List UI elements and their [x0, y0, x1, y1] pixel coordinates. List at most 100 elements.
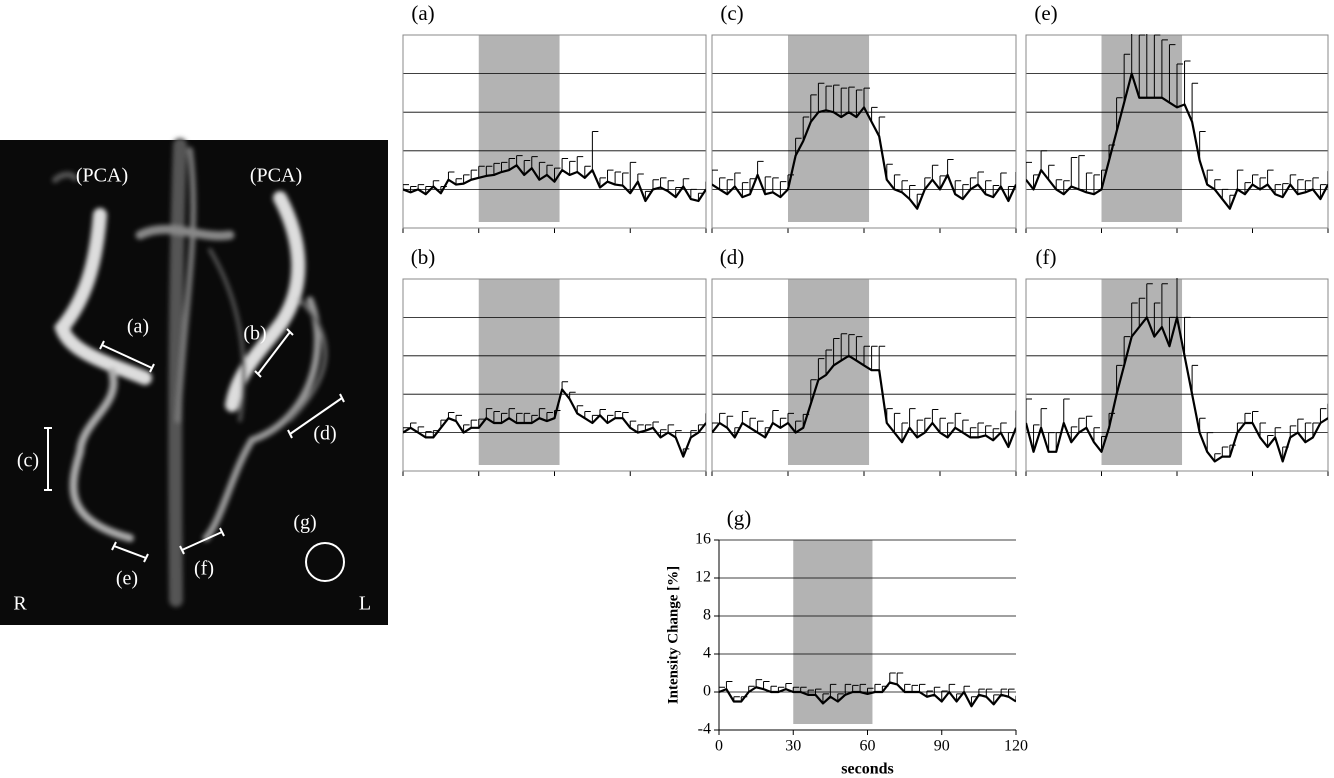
image-label: (c): [17, 450, 39, 472]
error-bar: [675, 186, 682, 198]
error-bar: [1259, 422, 1267, 438]
error-bar: [924, 417, 931, 433]
error-bar: [815, 688, 822, 695]
error-bar: [977, 422, 984, 438]
error-bar: [901, 422, 908, 443]
error-bar: [1214, 453, 1221, 462]
plot-data: [719, 672, 1016, 708]
error-bar: [719, 177, 726, 190]
error-bar: [1085, 415, 1093, 428]
plot-data: [1026, 34, 1328, 210]
error-bar: [748, 685, 755, 692]
error-bar: [576, 156, 584, 173]
error-bar: [777, 686, 785, 692]
error-bar: [1168, 44, 1176, 103]
error-bar: [1176, 278, 1178, 318]
error-bar: [1206, 169, 1214, 185]
error-bar: [1184, 60, 1191, 105]
error-bar: [500, 412, 508, 423]
error-bar: [749, 178, 756, 195]
error-bar: [1274, 427, 1282, 438]
image-label: R: [13, 593, 27, 615]
error-bar: [1161, 283, 1168, 327]
error-bar: [554, 410, 561, 419]
error-bar: [1033, 174, 1040, 190]
error-bar: [690, 430, 697, 438]
chart-panel: (b): [402, 245, 707, 476]
error-bar: [584, 165, 591, 178]
error-bar: [810, 94, 817, 122]
error-bar: [493, 410, 500, 423]
error-bar: [1093, 174, 1100, 195]
error-bar: [1244, 182, 1251, 195]
error-bar: [516, 412, 523, 423]
error-bar: [516, 155, 523, 166]
error-bar: [697, 424, 705, 433]
error-bar: [1289, 425, 1297, 438]
error-bar: [719, 412, 726, 423]
error-bar: [500, 161, 508, 173]
error-bar: [909, 408, 916, 428]
error-bar: [763, 681, 770, 690]
error-bar: [787, 174, 794, 190]
error-bar: [772, 177, 779, 193]
error-bar: [599, 177, 606, 188]
error-bar: [644, 190, 652, 201]
x-tick-label: 60: [860, 738, 876, 755]
error-bar: [1000, 172, 1007, 187]
error-bar: [931, 409, 939, 423]
error-bar: [403, 427, 409, 433]
error-bar: [1085, 172, 1093, 193]
error-bar: [1176, 63, 1183, 108]
error-bar: [817, 358, 825, 380]
error-bar: [881, 685, 889, 692]
error-bar: [970, 696, 978, 707]
chart-panel: (d): [711, 245, 1017, 476]
error-bar: [682, 178, 690, 187]
image-labels: (PCA) (PCA) (a) (b) (c) (d) (e) (f) (g) R L: [13, 165, 371, 615]
error-bar: [734, 172, 741, 187]
error-bar: [1007, 186, 1015, 201]
error-bar: [719, 686, 725, 692]
error-bar: [410, 422, 417, 428]
error-bar: [622, 411, 629, 419]
brackets: [44, 328, 345, 582]
error-bar: [417, 184, 425, 190]
error-bar: [1199, 131, 1206, 161]
error-bar: [725, 681, 733, 690]
error-bar: [425, 186, 432, 195]
vessels: [52, 138, 328, 607]
error-bar: [447, 171, 455, 180]
error-bar: [829, 683, 837, 697]
error-bar: [1153, 34, 1161, 98]
error-bar: [470, 169, 478, 180]
error-bar: [911, 684, 919, 692]
error-bar: [825, 85, 832, 111]
error-bar: [1312, 177, 1319, 190]
chart-title: (d): [720, 245, 745, 269]
error-bar: [637, 424, 644, 433]
error-bar: [1007, 432, 1015, 447]
plot-data: [712, 82, 1016, 210]
x-tick-label: 0: [715, 738, 723, 755]
error-bar: [1108, 144, 1116, 161]
error-bar: [1146, 283, 1153, 318]
error-bar: [508, 408, 516, 419]
error-bar: [963, 685, 971, 692]
error-bar: [1229, 194, 1236, 209]
error-bar: [1221, 188, 1229, 200]
error-bar: [644, 424, 652, 431]
error-bar: [705, 412, 706, 423]
error-bar: [810, 379, 817, 404]
error-bar: [432, 180, 440, 187]
error-bar: [508, 158, 516, 171]
stimulus-block: [788, 35, 870, 222]
error-bar: [1078, 417, 1085, 433]
error-bar: [712, 422, 718, 433]
image-label: (PCA): [76, 165, 128, 187]
x-tick-label: 120: [1004, 738, 1028, 755]
error-bar: [1123, 336, 1131, 366]
error-bar: [1055, 179, 1063, 190]
y-tick-label: 12: [695, 569, 711, 586]
error-bar: [855, 336, 863, 361]
